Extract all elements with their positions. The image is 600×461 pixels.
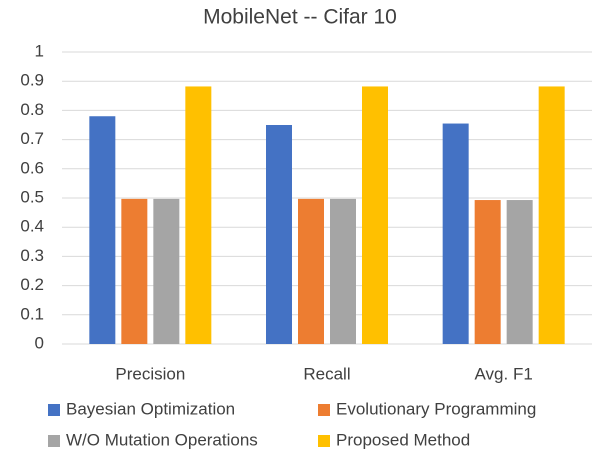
- y-tick-label: 0.4: [20, 217, 44, 236]
- bar: [362, 86, 388, 345]
- y-tick-label: 0.6: [20, 158, 44, 177]
- legend-label: Bayesian Optimization: [66, 399, 235, 418]
- bar: [506, 200, 533, 344]
- bar: [185, 86, 212, 345]
- y-tick-label: 1: [35, 41, 44, 60]
- y-tick-label: 0.9: [20, 71, 44, 90]
- bar: [266, 125, 292, 344]
- bar: [298, 198, 324, 344]
- y-tick-label: 0.5: [20, 187, 44, 206]
- bar: [474, 200, 501, 344]
- legend-label: W/O Mutation Operations: [66, 430, 258, 449]
- bar: [153, 198, 180, 344]
- chart-title: MobileNet -- Cifar 10: [203, 6, 397, 29]
- legend-label: Proposed Method: [336, 430, 470, 449]
- y-tick-label: 0.7: [20, 129, 44, 148]
- legend-swatch: [318, 435, 330, 447]
- x-tick-label: Precision: [115, 364, 185, 383]
- bar: [121, 198, 148, 344]
- y-tick-label: 0.8: [20, 100, 44, 119]
- y-tick-label: 0.2: [20, 275, 44, 294]
- y-tick-label: 0: [35, 333, 44, 352]
- legend-swatch: [48, 404, 60, 416]
- x-tick-label: Recall: [303, 364, 350, 383]
- legend-swatch: [318, 404, 330, 416]
- x-tick-label: Avg. F1: [475, 364, 533, 383]
- y-tick-label: 0.1: [20, 304, 44, 323]
- bar: [89, 116, 116, 345]
- bar: [442, 123, 469, 344]
- legend-swatch: [48, 435, 60, 447]
- y-tick-label: 0.3: [20, 246, 44, 265]
- bar: [538, 86, 565, 345]
- bar: [330, 198, 356, 344]
- legend-label: Evolutionary Programming: [336, 399, 536, 418]
